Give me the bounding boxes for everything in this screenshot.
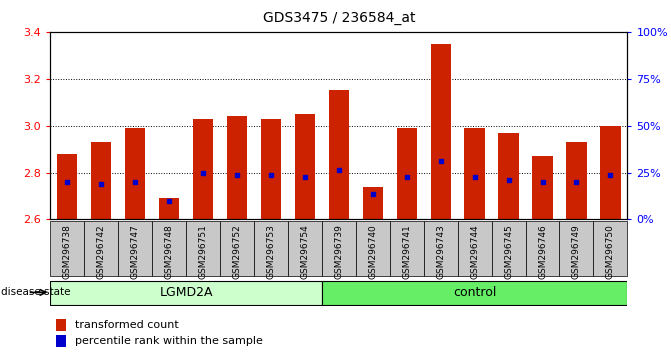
Bar — [254, 221, 288, 276]
Text: GSM296740: GSM296740 — [368, 224, 377, 279]
Text: GSM296742: GSM296742 — [97, 224, 106, 279]
Bar — [50, 281, 322, 305]
Text: GSM296749: GSM296749 — [572, 224, 581, 279]
Bar — [566, 142, 586, 219]
Bar — [397, 128, 417, 219]
Bar — [118, 221, 152, 276]
Text: GSM296754: GSM296754 — [301, 224, 309, 279]
Bar — [152, 221, 186, 276]
Text: GSM296738: GSM296738 — [63, 224, 72, 279]
Bar — [464, 128, 485, 219]
Bar — [532, 156, 553, 219]
Text: disease state: disease state — [1, 287, 71, 297]
Text: GSM296743: GSM296743 — [436, 224, 445, 279]
Text: GSM296745: GSM296745 — [504, 224, 513, 279]
Bar — [356, 221, 390, 276]
Bar — [56, 319, 66, 331]
Bar — [159, 198, 179, 219]
Text: GSM296746: GSM296746 — [538, 224, 547, 279]
Bar — [458, 221, 492, 276]
Text: GSM296751: GSM296751 — [199, 224, 207, 279]
Bar — [227, 116, 247, 219]
Bar — [525, 221, 560, 276]
Bar — [193, 119, 213, 219]
Text: LGMD2A: LGMD2A — [159, 286, 213, 299]
Text: GSM296750: GSM296750 — [606, 224, 615, 279]
Bar — [186, 221, 220, 276]
Text: transformed count: transformed count — [75, 320, 179, 330]
Text: GSM296747: GSM296747 — [131, 224, 140, 279]
Text: GSM296739: GSM296739 — [334, 224, 344, 279]
Bar — [423, 221, 458, 276]
Bar — [322, 281, 627, 305]
Bar — [50, 221, 85, 276]
Text: GSM296753: GSM296753 — [266, 224, 276, 279]
Text: GSM296748: GSM296748 — [164, 224, 174, 279]
Bar — [560, 221, 593, 276]
Bar — [220, 221, 254, 276]
Bar — [431, 44, 451, 219]
Bar — [601, 126, 621, 219]
Text: GSM296752: GSM296752 — [233, 224, 242, 279]
Text: GSM296741: GSM296741 — [402, 224, 411, 279]
Text: percentile rank within the sample: percentile rank within the sample — [75, 336, 263, 346]
Bar — [125, 128, 146, 219]
Bar — [85, 221, 118, 276]
Bar — [57, 154, 77, 219]
Bar — [593, 221, 627, 276]
Bar — [499, 133, 519, 219]
Bar — [390, 221, 423, 276]
Bar — [329, 91, 349, 219]
Text: control: control — [453, 286, 497, 299]
Bar — [322, 221, 356, 276]
Text: GSM296744: GSM296744 — [470, 224, 479, 279]
Bar — [288, 221, 322, 276]
Bar — [56, 335, 66, 347]
Bar — [362, 187, 383, 219]
Text: GDS3475 / 236584_at: GDS3475 / 236584_at — [262, 11, 415, 25]
Bar — [295, 114, 315, 219]
Bar — [261, 119, 281, 219]
Bar — [492, 221, 525, 276]
Bar — [91, 142, 111, 219]
